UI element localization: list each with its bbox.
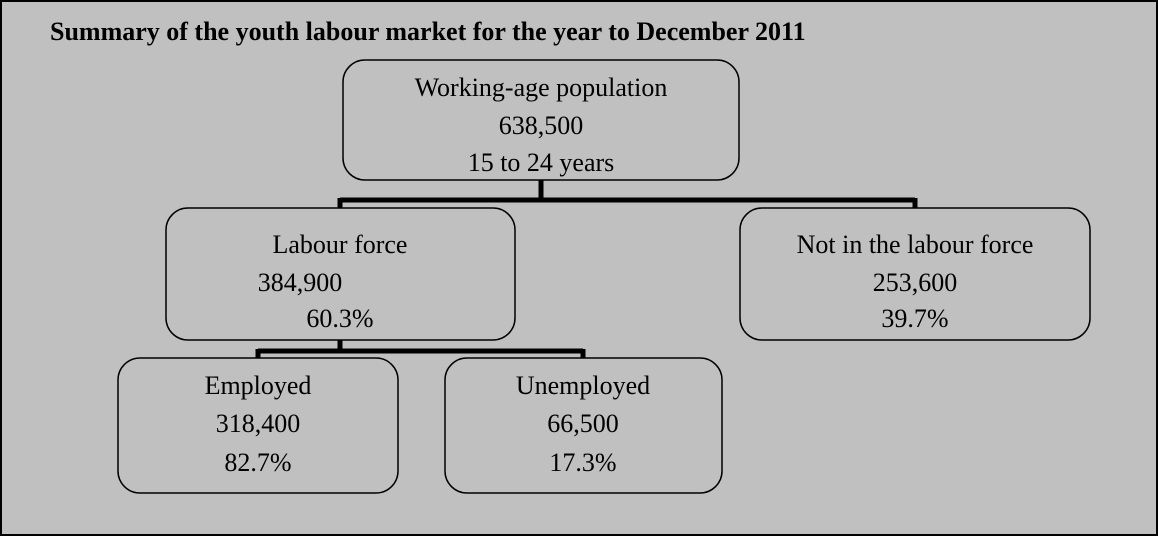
node-value: 253,600 [873,268,958,297]
node-note: 15 to 24 years [468,148,615,177]
node-value: 66,500 [547,409,619,438]
node-label: Labour force [273,230,408,259]
node-value: 638,500 [499,111,584,140]
node-note: 60.3% [306,304,373,333]
node-box [739,207,1091,341]
node-label: Unemployed [516,371,650,400]
node-value: 384,900 [258,268,343,297]
title: Summary of the youth labour market for t… [50,17,806,46]
node-label: Working-age population [415,73,668,102]
node-label: Employed [205,371,312,400]
node-label: Not in the labour force [797,230,1034,259]
node-box [342,59,740,181]
node-note: 17.3% [549,448,616,477]
node-value: 318,400 [216,409,301,438]
node-box [165,207,516,341]
node-box [444,357,723,494]
node-box [117,357,399,494]
node-note: 39.7% [881,304,948,333]
node-note: 82.7% [224,448,291,477]
connector [337,180,918,208]
connector [255,340,586,358]
